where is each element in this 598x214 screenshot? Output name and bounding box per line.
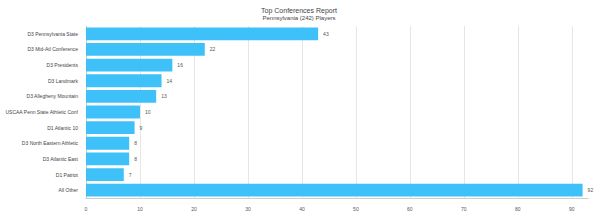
svg-text:8: 8 [134, 140, 137, 146]
svg-text:60: 60 [407, 206, 413, 212]
svg-text:All Other: All Other [59, 187, 79, 193]
svg-text:10: 10 [137, 206, 143, 212]
svg-text:14: 14 [167, 78, 173, 84]
svg-text:40: 40 [299, 206, 305, 212]
svg-text:8: 8 [134, 156, 137, 162]
svg-text:13: 13 [161, 93, 167, 99]
svg-text:92: 92 [588, 187, 594, 193]
svg-text:43: 43 [323, 31, 329, 37]
svg-text:0: 0 [85, 206, 88, 212]
svg-text:USCAA Penn State Athletic Conf: USCAA Penn State Athletic Conf [5, 109, 78, 115]
svg-text:16: 16 [177, 62, 183, 68]
svg-text:70: 70 [461, 206, 467, 212]
svg-text:10: 10 [145, 109, 151, 115]
svg-text:20: 20 [191, 206, 197, 212]
svg-text:90: 90 [569, 206, 575, 212]
svg-text:Top Conferences Report: Top Conferences Report [261, 7, 337, 15]
svg-text:D1 Atlantic 10: D1 Atlantic 10 [47, 125, 78, 131]
svg-text:30: 30 [245, 206, 251, 212]
svg-text:D3 Atlantic East: D3 Atlantic East [43, 156, 79, 162]
svg-text:50: 50 [353, 206, 359, 212]
svg-text:80: 80 [515, 206, 521, 212]
svg-text:D3 Presidents: D3 Presidents [47, 62, 79, 68]
svg-text:7: 7 [129, 172, 132, 178]
svg-text:D3 Allegheny Mountain: D3 Allegheny Mountain [27, 93, 79, 99]
svg-text:22: 22 [210, 46, 216, 52]
svg-text:D3 North Eastern Athletic: D3 North Eastern Athletic [22, 140, 79, 146]
svg-text:Pennsylvania (242) Players: Pennsylvania (242) Players [262, 15, 335, 21]
svg-text:D3 Mid-Atl Conference: D3 Mid-Atl Conference [27, 46, 78, 52]
svg-text:D1 Patriot: D1 Patriot [56, 172, 79, 178]
svg-text:9: 9 [140, 125, 143, 131]
svg-text:D3 Pennsylvania State: D3 Pennsylvania State [27, 31, 78, 37]
svg-text:D3 Landmark: D3 Landmark [48, 78, 79, 84]
